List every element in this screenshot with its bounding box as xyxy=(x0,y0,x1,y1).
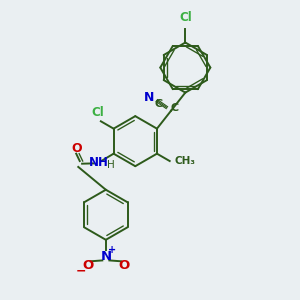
Text: −: − xyxy=(76,265,86,278)
Text: +: + xyxy=(108,245,116,255)
Text: O: O xyxy=(118,259,130,272)
Text: CH₃: CH₃ xyxy=(174,156,195,166)
Text: Cl: Cl xyxy=(179,11,192,24)
Text: Cl: Cl xyxy=(92,106,104,119)
Text: N: N xyxy=(100,250,111,263)
Text: O: O xyxy=(71,142,82,155)
Text: N: N xyxy=(144,91,154,104)
Text: C: C xyxy=(154,99,163,109)
Text: H: H xyxy=(107,160,115,170)
Text: NH: NH xyxy=(89,156,109,169)
Text: O: O xyxy=(82,259,93,272)
Text: C: C xyxy=(171,103,179,113)
